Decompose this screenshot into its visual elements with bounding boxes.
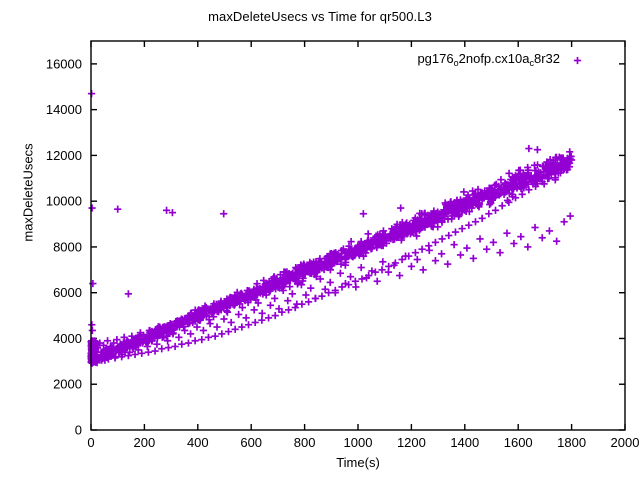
x-tick-label: 1800 bbox=[557, 435, 586, 450]
x-tick-label: 800 bbox=[294, 435, 316, 450]
y-tick-label: 2000 bbox=[53, 377, 82, 392]
y-tick-label: 12000 bbox=[46, 148, 82, 163]
axes-layer: 0 2000 4000 6000 8000 10000 12000 14000 16000 0 20… bbox=[46, 41, 640, 450]
legend-series-label: pg176o2nofp.cx10ac8r32 bbox=[417, 51, 560, 68]
y-tick-label: 10000 bbox=[46, 194, 82, 209]
x-tick-label: 1600 bbox=[504, 435, 533, 450]
y-tick-label: 4000 bbox=[53, 331, 82, 346]
x-tick-label: 1400 bbox=[450, 435, 479, 450]
x-tick-label: 200 bbox=[134, 435, 156, 450]
y-tick-label: 8000 bbox=[53, 239, 82, 254]
data-points-layer bbox=[87, 90, 576, 367]
x-tick-label: 400 bbox=[187, 435, 209, 450]
x-axis-title: Time(s) bbox=[336, 455, 380, 470]
legend-marker-icon bbox=[573, 56, 582, 65]
y-tick-label: 6000 bbox=[53, 285, 82, 300]
y-tick-label: 0 bbox=[75, 423, 82, 438]
x-tick-label: 1000 bbox=[344, 435, 373, 450]
x-tick-label: 0 bbox=[87, 435, 94, 450]
chart-title: maxDeleteUsecs vs Time for qr500.L3 bbox=[208, 9, 432, 24]
x-tick-label: 600 bbox=[240, 435, 262, 450]
x-tick-label: 1200 bbox=[397, 435, 426, 450]
x-tick-label: 2000 bbox=[611, 435, 640, 450]
y-tick-label: 16000 bbox=[46, 56, 82, 71]
y-tick-label: 14000 bbox=[46, 102, 82, 117]
plot-frame bbox=[90, 40, 626, 431]
